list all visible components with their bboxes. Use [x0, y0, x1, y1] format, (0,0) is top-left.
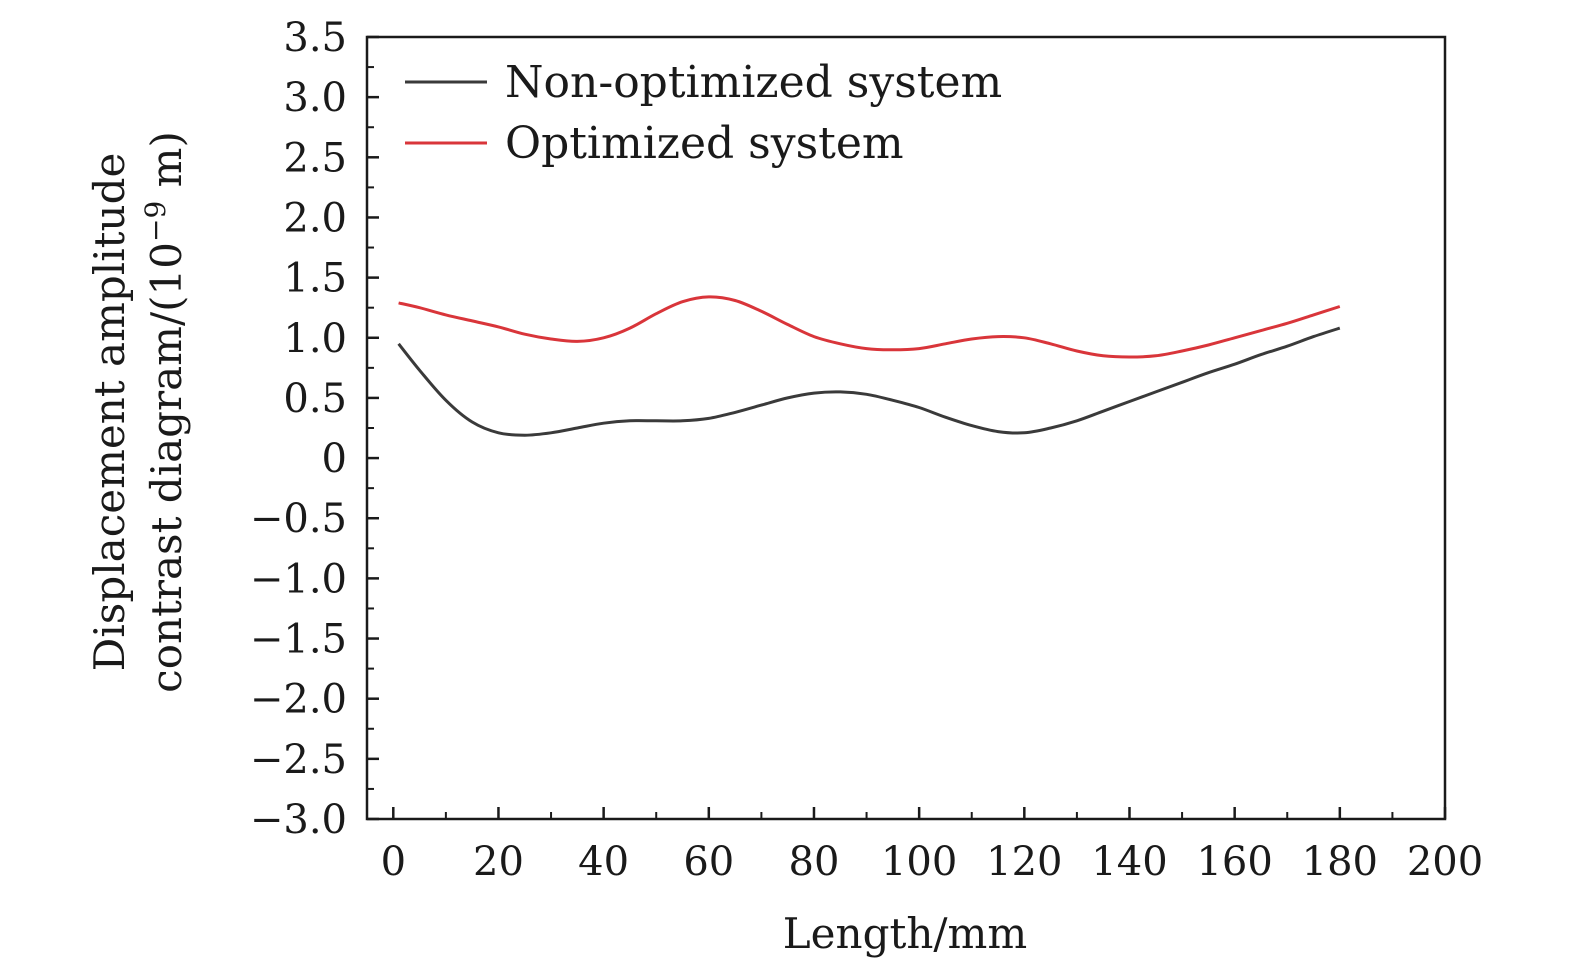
y-tick-label: 1.5 [283, 256, 347, 302]
legend: Non-optimized system Optimized system [405, 57, 1002, 169]
plot-frame [365, 35, 1447, 821]
y-tick-label: −0.5 [250, 496, 347, 542]
series-lines [397, 295, 1341, 437]
x-axis-ticks [392, 807, 1447, 819]
x-tick-label: 140 [1091, 839, 1167, 885]
x-tick-label: 0 [381, 839, 406, 885]
y-axis-title-exponent: −9 [139, 201, 172, 242]
series-line-non-optimized [397, 326, 1341, 437]
y-tick-label: −2.5 [250, 737, 347, 783]
y-axis-ticks [367, 35, 379, 821]
y-axis-title-unit-suffix: m) [142, 131, 191, 201]
x-tick-label: 20 [473, 839, 524, 885]
legend-label-optimized: Optimized system [505, 118, 904, 169]
x-tick-label: 60 [683, 839, 734, 885]
y-tick-label: −1.0 [250, 556, 347, 602]
y-tick-label: 2.0 [283, 195, 347, 241]
x-axis-tick-labels: 0 20 40 60 80 100 120 140 160 180 200 [381, 839, 1484, 885]
y-axis-title: Displacement amplitude contrast diagram/… [85, 131, 191, 693]
y-tick-label: −3.0 [250, 797, 347, 843]
x-tick-label: 160 [1196, 839, 1272, 885]
series-line-optimized [398, 295, 1341, 359]
y-tick-label: −2.0 [250, 677, 347, 723]
y-axis-title-line2: contrast diagram/(10−9 m) [139, 131, 191, 693]
y-tick-label: 2.5 [283, 135, 347, 181]
x-tick-label: 120 [986, 839, 1062, 885]
y-tick-label: 3.0 [283, 75, 347, 121]
x-tick-label: 40 [578, 839, 629, 885]
y-tick-label: 0 [322, 436, 347, 482]
x-tick-label: 180 [1302, 839, 1378, 885]
y-axis-title-unit-prefix: contrast diagram/(10 [142, 242, 191, 693]
legend-label-non-optimized: Non-optimized system [505, 57, 1002, 108]
y-axis-title-line1: Displacement amplitude [85, 153, 134, 672]
y-tick-label: 1.0 [283, 316, 347, 362]
y-tick-label: 3.5 [283, 15, 347, 61]
x-tick-label: 80 [789, 839, 840, 885]
y-tick-label: 0.5 [283, 376, 347, 422]
x-tick-label: 200 [1407, 839, 1483, 885]
y-axis-tick-labels: 3.5 3.0 2.5 2.0 1.5 1.0 0.5 0 −0.5 −1.0 −1.5 −2.0 −2… [250, 15, 347, 843]
x-tick-label: 100 [881, 839, 957, 885]
x-axis-title: Length/mm [783, 909, 1027, 958]
y-tick-label: −1.5 [250, 617, 347, 663]
